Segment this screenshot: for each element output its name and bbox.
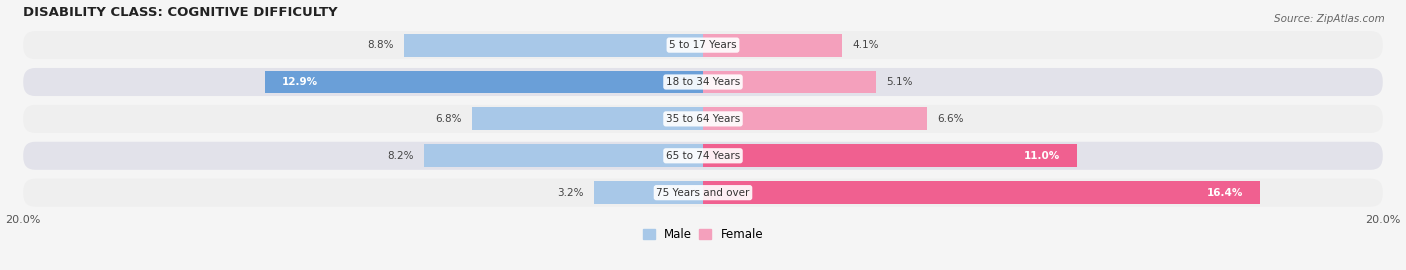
Bar [264, 70, 703, 93]
Text: 8.2%: 8.2% [388, 151, 415, 161]
FancyBboxPatch shape [24, 31, 1382, 59]
Text: 8.8%: 8.8% [367, 40, 394, 50]
Legend: Male, Female: Male, Female [638, 223, 768, 246]
Text: 35 to 64 Years: 35 to 64 Years [666, 114, 740, 124]
Text: 75 Years and over: 75 Years and over [657, 188, 749, 198]
FancyBboxPatch shape [24, 179, 1382, 207]
Text: 6.8%: 6.8% [436, 114, 461, 124]
Bar [595, 181, 703, 204]
Bar [703, 144, 1077, 167]
Text: DISABILITY CLASS: COGNITIVE DIFFICULTY: DISABILITY CLASS: COGNITIVE DIFFICULTY [24, 6, 337, 19]
Text: 12.9%: 12.9% [281, 77, 318, 87]
Bar [703, 70, 876, 93]
Text: 4.1%: 4.1% [852, 40, 879, 50]
Text: 11.0%: 11.0% [1024, 151, 1060, 161]
Bar [472, 107, 703, 130]
FancyBboxPatch shape [24, 142, 1382, 170]
Text: 5.1%: 5.1% [887, 77, 912, 87]
Bar [703, 107, 928, 130]
FancyBboxPatch shape [24, 68, 1382, 96]
Bar [703, 181, 1260, 204]
Text: 3.2%: 3.2% [558, 188, 583, 198]
Text: 18 to 34 Years: 18 to 34 Years [666, 77, 740, 87]
Text: 16.4%: 16.4% [1206, 188, 1243, 198]
Bar [703, 34, 842, 56]
Text: 65 to 74 Years: 65 to 74 Years [666, 151, 740, 161]
Text: 5 to 17 Years: 5 to 17 Years [669, 40, 737, 50]
Bar [425, 144, 703, 167]
FancyBboxPatch shape [24, 105, 1382, 133]
Text: Source: ZipAtlas.com: Source: ZipAtlas.com [1274, 14, 1385, 23]
Bar [404, 34, 703, 56]
Text: 6.6%: 6.6% [938, 114, 965, 124]
